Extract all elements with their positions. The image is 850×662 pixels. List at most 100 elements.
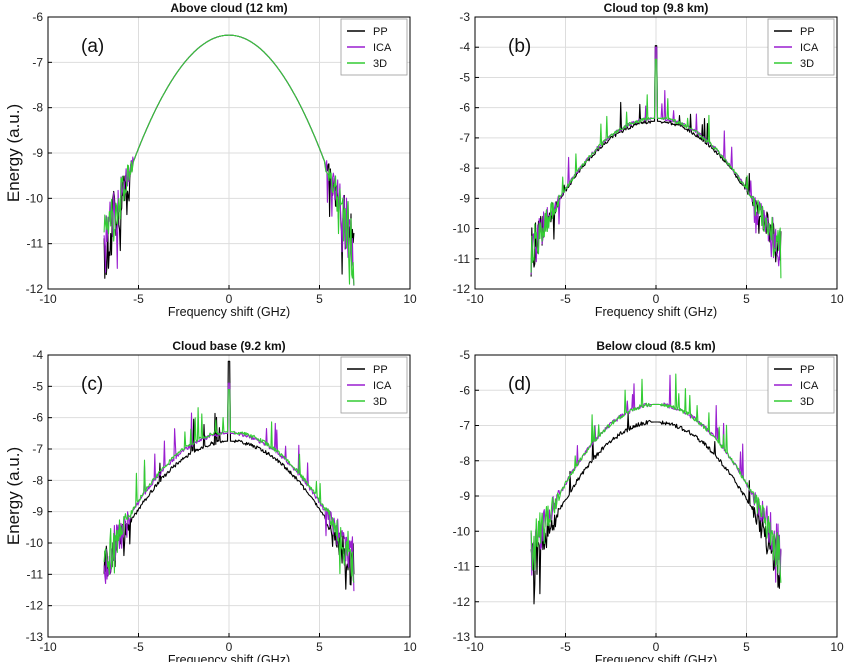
x-axis-label: Frequency shift (GHz) [595,305,717,319]
y-tick-label: -12 [453,282,471,296]
legend-label-ica: ICA [800,42,819,54]
y-axis-label: Energy (a.u.) [4,447,23,545]
y-tick-label: -10 [453,222,471,236]
y-tick-label: -6 [32,411,43,425]
y-tick-label: -9 [459,191,470,205]
series-group [103,360,355,592]
legend-label-3d: 3D [800,396,814,408]
x-tick-label: -10 [39,292,57,306]
legend-label-ica: ICA [373,42,392,54]
y-tick-label: -8 [459,161,470,175]
y-tick-label: -12 [26,282,44,296]
series-line-3d [103,388,355,583]
legend-label-3d: 3D [800,58,814,70]
x-tick-label: 5 [316,640,323,654]
x-tick-label: 0 [226,640,233,654]
series-line-3d [103,34,355,286]
legend: PP ICA 3D [767,356,835,414]
y-tick-label: -6 [32,10,43,24]
legend-label-3d: 3D [373,396,387,408]
legend-label-pp: PP [800,26,815,38]
x-tick-label: -10 [39,640,57,654]
x-tick-label: -5 [560,292,571,306]
x-tick-label: 0 [653,292,660,306]
x-tick-label: -5 [133,292,144,306]
x-tick-label: 0 [653,640,660,654]
y-axis-label: Energy (a.u.) [4,104,23,202]
y-tick-label: -11 [454,560,471,574]
y-tick-label: -11 [27,567,44,581]
y-tick-label: -13 [453,630,471,644]
y-tick-label: -11 [454,252,471,266]
legend: PP ICA 3D [767,18,835,76]
panel-label: (d) [508,374,531,395]
y-tick-label: -8 [459,454,470,468]
y-tick-label: -10 [26,191,44,205]
y-tick-label: -7 [32,442,43,456]
legend-label-pp: PP [373,364,388,376]
y-tick-label: -8 [32,101,43,115]
y-tick-label: -11 [27,237,44,251]
y-tick-label: -7 [32,55,43,69]
legend-label-3d: 3D [373,58,387,70]
x-axis-label: Frequency shift (GHz) [168,653,290,662]
y-tick-label: -13 [26,630,44,644]
y-tick-label: -12 [453,595,471,609]
x-axis-label: Frequency shift (GHz) [168,305,290,319]
y-tick-label: -5 [459,348,470,362]
panel-title: Cloud base (9.2 km) [172,339,285,353]
panel-title: Cloud top (9.8 km) [604,1,709,15]
x-tick-label: -10 [466,292,484,306]
legend-label-ica: ICA [800,380,819,392]
y-tick-label: -8 [32,473,43,487]
x-tick-label: 5 [743,640,750,654]
y-tick-label: -4 [32,348,43,362]
legend-label-pp: PP [800,364,815,376]
x-tick-label: -5 [133,640,144,654]
panel-label: (a) [81,36,104,57]
x-tick-label: 5 [316,292,323,306]
series-line-pp [530,412,782,605]
x-tick-label: -5 [560,640,571,654]
series-line-3d [530,58,782,279]
panel-title: Above cloud (12 km) [170,1,287,15]
panel-d: -10 -5 0 5 10 -13 -12 -11 -10 -9 -8 -7 -6 -5 Below clo… [453,339,844,662]
x-tick-label: 10 [830,292,844,306]
panel-title: Below cloud (8.5 km) [596,339,715,353]
x-tick-label: 5 [743,292,750,306]
x-tick-label: 10 [830,640,844,654]
y-tick-label: -3 [459,10,470,24]
x-tick-label: 0 [226,292,233,306]
legend: PP ICA 3D [340,356,408,414]
y-tick-label: -10 [453,524,471,538]
series-group [530,45,782,279]
y-tick-label: -9 [459,489,470,503]
series-line-3d [530,373,782,583]
y-tick-label: -5 [459,70,470,84]
y-tick-label: -9 [32,146,43,160]
legend-label-ica: ICA [373,380,392,392]
y-tick-label: -7 [459,131,470,145]
panel-c: -10 -5 0 5 10 -13 -12 -11 -10 -9 -8 -7 -6 -5 -4 Cloud b… [4,339,417,662]
legend: PP ICA 3D [340,18,408,76]
y-tick-label: -9 [32,505,43,519]
legend-box [340,356,408,414]
y-tick-label: -6 [459,101,470,115]
legend-label-pp: PP [373,26,388,38]
panel-b: -10 -5 0 5 10 -12 -11 -10 -9 -8 -7 -6 -5 -4 -3 Cloud to… [453,1,844,319]
panel-label: (c) [81,374,103,395]
y-tick-label: -5 [32,379,43,393]
series-group [103,34,355,286]
series-group [530,373,782,605]
x-tick-label: 10 [403,640,417,654]
x-tick-label: -10 [466,640,484,654]
x-axis-label: Frequency shift (GHz) [595,653,717,662]
x-tick-label: 10 [403,292,417,306]
y-tick-label: -12 [26,599,44,613]
panel-a: -10 -5 0 5 10 -12 -11 -10 -9 -8 -7 -6 Above cloud (1… [4,1,417,319]
y-tick-label: -7 [459,419,470,433]
panel-label: (b) [508,36,531,57]
y-tick-label: -10 [26,536,44,550]
series-line-pp [103,360,355,590]
